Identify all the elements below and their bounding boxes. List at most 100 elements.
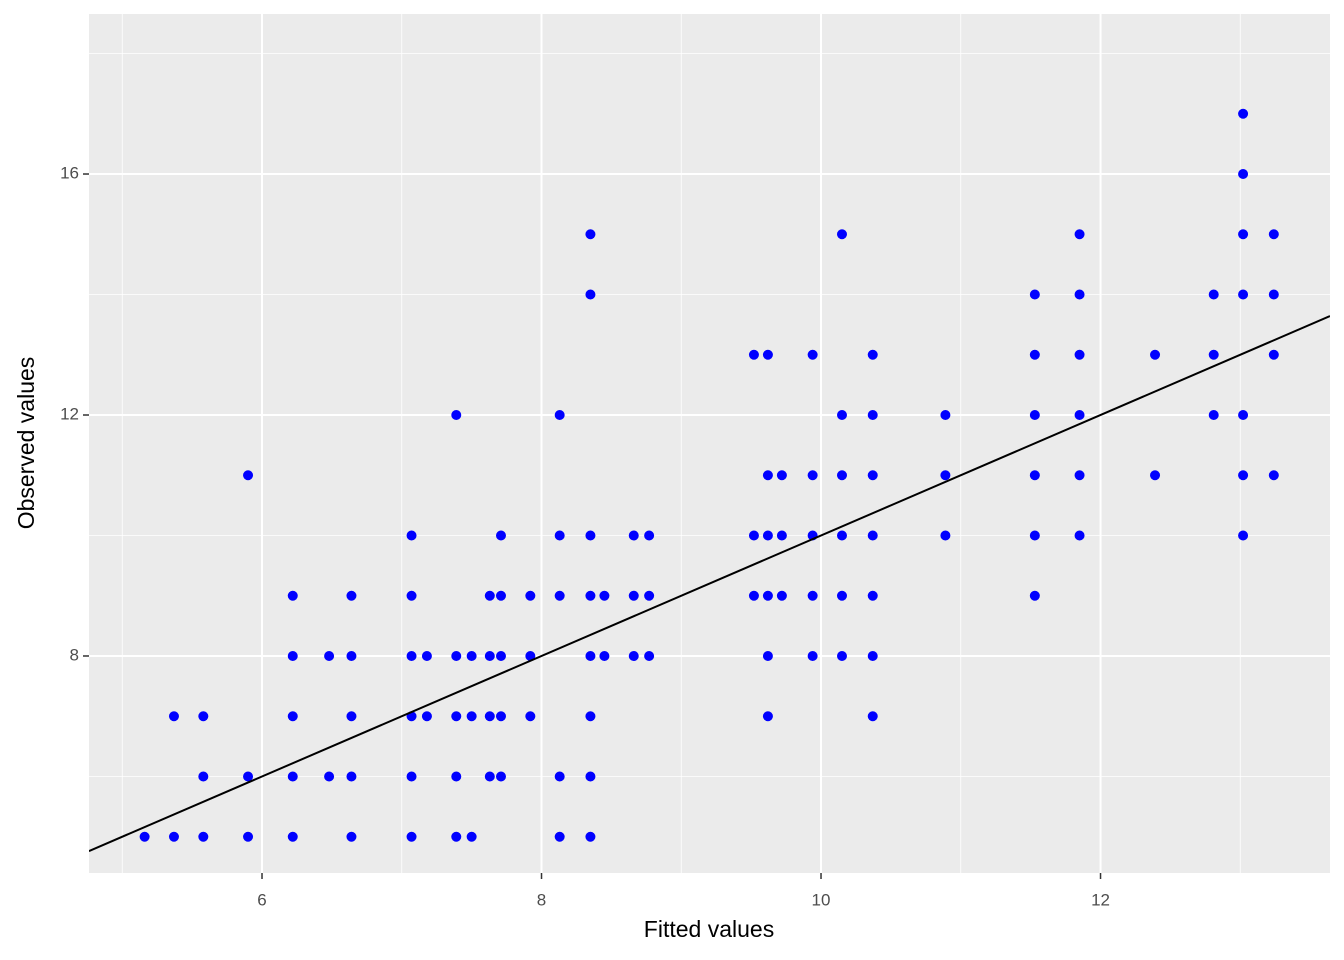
point: [406, 771, 417, 782]
point: [1208, 349, 1219, 360]
point: [867, 349, 878, 360]
point: [287, 711, 298, 722]
point: [525, 590, 536, 601]
point: [466, 650, 477, 661]
point: [406, 590, 417, 601]
point: [346, 650, 357, 661]
point: [1238, 470, 1249, 481]
point: [198, 711, 209, 722]
point: [599, 650, 610, 661]
point: [836, 229, 847, 240]
point: [1238, 289, 1249, 300]
point: [1238, 229, 1249, 240]
point: [287, 590, 298, 601]
point: [243, 470, 254, 481]
point: [1029, 410, 1040, 421]
point: [287, 831, 298, 842]
y-tick-label: 8: [70, 645, 79, 664]
point: [1268, 349, 1279, 360]
point: [628, 650, 639, 661]
point: [1074, 470, 1085, 481]
point: [139, 831, 150, 842]
point: [1074, 349, 1085, 360]
point: [1238, 530, 1249, 541]
point: [628, 590, 639, 601]
y-tick-label: 16: [60, 164, 79, 183]
point: [585, 711, 596, 722]
point: [1150, 470, 1161, 481]
point: [1074, 289, 1085, 300]
point: [198, 831, 209, 842]
point: [421, 650, 432, 661]
point: [484, 650, 495, 661]
point: [495, 530, 506, 541]
point: [484, 771, 495, 782]
point: [628, 530, 639, 541]
point: [644, 650, 655, 661]
point: [776, 470, 787, 481]
point: [243, 771, 254, 782]
point: [1029, 590, 1040, 601]
point: [585, 289, 596, 300]
point: [451, 711, 462, 722]
point: [324, 771, 335, 782]
point: [346, 771, 357, 782]
point: [940, 470, 951, 481]
point: [1074, 229, 1085, 240]
point: [585, 590, 596, 601]
point: [776, 590, 787, 601]
point: [451, 831, 462, 842]
point: [836, 410, 847, 421]
x-tick-label: 12: [1091, 890, 1110, 909]
point: [346, 711, 357, 722]
point: [1238, 410, 1249, 421]
point: [1268, 229, 1279, 240]
point: [836, 650, 847, 661]
point: [748, 530, 759, 541]
point: [762, 650, 773, 661]
point: [867, 410, 878, 421]
point: [807, 590, 818, 601]
point: [466, 831, 477, 842]
point: [1074, 530, 1085, 541]
point: [466, 711, 477, 722]
point: [406, 650, 417, 661]
point: [451, 410, 462, 421]
point: [168, 831, 179, 842]
x-axis-title: Fitted values: [644, 916, 774, 942]
point: [554, 410, 565, 421]
point: [585, 831, 596, 842]
point: [1238, 169, 1249, 180]
point: [484, 711, 495, 722]
x-tick-label: 8: [537, 890, 546, 909]
point: [807, 349, 818, 360]
point: [554, 590, 565, 601]
point: [525, 711, 536, 722]
point: [287, 650, 298, 661]
point: [762, 349, 773, 360]
point: [406, 530, 417, 541]
point: [554, 831, 565, 842]
point: [836, 530, 847, 541]
point: [807, 470, 818, 481]
point: [762, 711, 773, 722]
point: [1238, 108, 1249, 119]
point: [495, 590, 506, 601]
point: [867, 590, 878, 601]
point: [867, 711, 878, 722]
point: [495, 650, 506, 661]
point: [346, 831, 357, 842]
point: [807, 650, 818, 661]
point: [495, 711, 506, 722]
point: [748, 349, 759, 360]
point: [346, 590, 357, 601]
point: [168, 711, 179, 722]
point: [940, 410, 951, 421]
point: [644, 590, 655, 601]
point: [1029, 349, 1040, 360]
point: [554, 530, 565, 541]
point: [748, 590, 759, 601]
fit-line: [89, 315, 1330, 852]
point: [1074, 410, 1085, 421]
